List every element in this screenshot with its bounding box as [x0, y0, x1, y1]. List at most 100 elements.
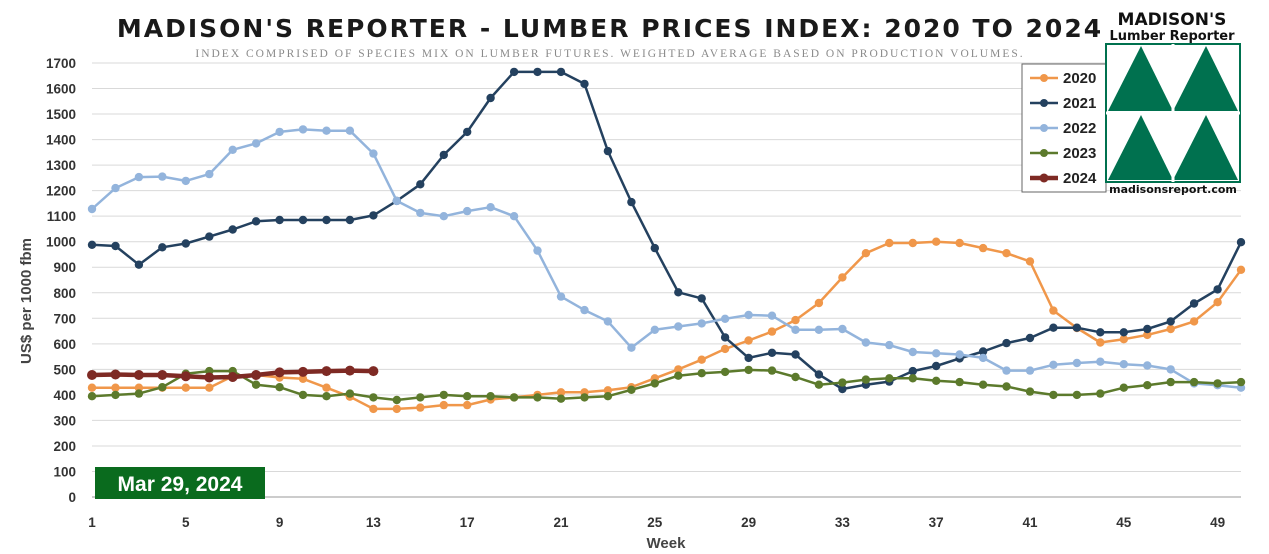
- data-point: [439, 390, 448, 400]
- data-point: [486, 93, 495, 103]
- legend-label: 2021: [1063, 95, 1096, 112]
- logo: MADISON'S Lumber Reporter madisonsreport…: [1105, 10, 1241, 196]
- data-point: [416, 403, 425, 412]
- y-tick-label: 600: [53, 337, 76, 352]
- legend-label: 2020: [1063, 70, 1096, 87]
- data-point: [298, 390, 308, 400]
- data-point: [533, 246, 542, 255]
- data-point: [134, 389, 144, 398]
- data-point: [1166, 365, 1175, 374]
- data-point: [228, 225, 237, 234]
- data-point: [227, 372, 238, 382]
- data-point: [838, 378, 847, 387]
- data-point: [369, 211, 378, 220]
- data-point: [697, 369, 706, 378]
- y-tick-label: 1300: [46, 158, 76, 173]
- data-point: [978, 353, 988, 363]
- data-point: [205, 169, 214, 179]
- data-point: [814, 370, 824, 379]
- y-tick-label: 1500: [46, 107, 76, 122]
- data-point: [204, 372, 215, 383]
- data-point: [509, 393, 519, 402]
- x-axis-label: Week: [647, 535, 687, 552]
- data-point: [275, 383, 284, 392]
- data-point: [439, 212, 448, 221]
- data-point: [908, 374, 917, 383]
- data-point: [1143, 324, 1152, 334]
- data-point: [133, 370, 144, 380]
- data-point: [1143, 381, 1152, 390]
- data-point: [533, 67, 542, 77]
- date-badge-text: Mar 29, 2024: [118, 473, 243, 496]
- data-point: [791, 325, 800, 334]
- data-point: [978, 347, 988, 356]
- data-point: [1096, 389, 1105, 398]
- legend-label: 2022: [1063, 120, 1096, 137]
- x-tick-label: 5: [182, 515, 190, 530]
- chart-title: MADISON'S REPORTER - LUMBER PRICES INDEX…: [117, 14, 1103, 43]
- data-point: [111, 183, 120, 193]
- data-point: [111, 241, 120, 251]
- data-point: [744, 336, 753, 345]
- x-tick-label: 49: [1210, 515, 1225, 530]
- data-point: [603, 317, 613, 326]
- data-point: [674, 371, 683, 380]
- data-point: [767, 327, 777, 336]
- x-tick-label: 1: [88, 515, 96, 530]
- data-point: [392, 404, 401, 414]
- data-point: [322, 383, 331, 392]
- data-point: [1166, 324, 1175, 334]
- legend-item-2021: 2021: [1030, 95, 1096, 112]
- data-point: [345, 389, 355, 398]
- data-point: [463, 206, 472, 216]
- data-point: [1002, 338, 1011, 348]
- data-point: [1213, 379, 1222, 388]
- data-point: [885, 340, 894, 350]
- data-point: [932, 237, 941, 246]
- data-point: [486, 203, 495, 212]
- data-point: [87, 383, 97, 392]
- data-point: [1025, 333, 1035, 343]
- data-point: [720, 314, 730, 323]
- legend-item-2020: 2020: [1030, 70, 1096, 87]
- data-point: [1143, 361, 1152, 370]
- data-point: [463, 400, 472, 410]
- data-point: [1236, 238, 1246, 247]
- data-point: [674, 365, 683, 374]
- date-badge-background: [95, 467, 265, 499]
- chart-subtitle: INDEX COMPRISED OF SPECIES MIX ON LUMBER…: [195, 48, 1024, 60]
- data-point: [697, 319, 706, 328]
- data-point: [1072, 323, 1082, 332]
- data-point: [228, 145, 237, 154]
- y-tick-label: 0: [68, 490, 76, 505]
- data-point: [1213, 285, 1222, 294]
- data-point: [1236, 265, 1246, 274]
- data-point: [111, 383, 120, 392]
- data-point: [298, 374, 308, 383]
- data-point: [345, 126, 355, 135]
- data-point: [885, 374, 894, 383]
- y-tick-label: 1400: [46, 133, 76, 148]
- data-point: [251, 380, 261, 389]
- data-point: [603, 146, 613, 156]
- data-point: [1189, 299, 1199, 308]
- y-tick-label: 100: [53, 464, 76, 479]
- x-axis-ticks: 1 5 9 13 17 21 25 29 33 37 41 45 49: [88, 515, 1225, 530]
- series-2021: [87, 67, 1246, 394]
- data-point: [1096, 357, 1105, 366]
- series-2020: [87, 237, 1246, 414]
- logo-name: MADISON'S: [1118, 10, 1227, 30]
- data-point: [368, 366, 379, 377]
- data-point: [344, 365, 355, 376]
- legend: 2020 2021 2022 2023 2024: [1021, 63, 1107, 193]
- x-tick-label: 33: [835, 515, 851, 530]
- y-tick-label: 300: [53, 413, 76, 428]
- y-tick-label: 800: [53, 286, 76, 301]
- data-point: [603, 392, 613, 401]
- legend-label: 2024: [1063, 170, 1097, 187]
- data-point: [791, 350, 800, 359]
- data-point: [134, 383, 144, 392]
- data-point: [955, 238, 964, 248]
- data-point: [674, 288, 683, 297]
